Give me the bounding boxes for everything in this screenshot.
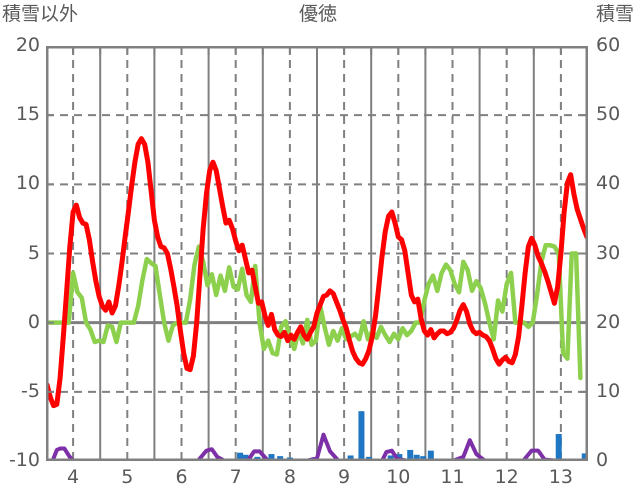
y-axis-left-tick: 20	[15, 34, 40, 56]
y-axis-right-tick: 0	[596, 449, 609, 471]
x-axis-tick: 10	[386, 466, 411, 488]
precipitation-bar	[242, 454, 249, 461]
x-axis-tick: 11	[440, 466, 465, 488]
precipitation-bar	[407, 449, 414, 461]
left-axis-title: 積雪以外	[2, 3, 79, 25]
precipitation-bar	[268, 454, 275, 461]
right-axis-title: 積雪	[595, 3, 634, 25]
y-axis-right-tick: 30	[596, 241, 621, 264]
x-axis-tick: 13	[548, 466, 573, 488]
precipitation-bar	[555, 434, 562, 461]
y-axis-right-tick: 10	[596, 379, 621, 402]
precipitation-bar	[413, 454, 420, 461]
precipitation-bar	[427, 450, 434, 461]
plot-area	[46, 46, 588, 461]
y-axis-left-tick: -5	[21, 379, 40, 402]
x-axis-tick: 5	[121, 466, 134, 488]
y-axis-left-tick: 0	[27, 310, 40, 333]
y-axis-right-tick: 40	[596, 172, 621, 195]
y-axis-left-tick: 10	[15, 172, 40, 195]
x-axis-tick: 6	[175, 466, 188, 488]
x-axis-tick: 7	[229, 466, 242, 488]
y-axis-right-tick: 60	[596, 34, 621, 56]
precipitation-bar	[387, 455, 394, 461]
y-axis-left-tick: 5	[27, 241, 40, 264]
x-axis-tick: 8	[283, 466, 296, 488]
y-axis-right-tick: 20	[596, 310, 621, 333]
temperature-line	[46, 136, 588, 409]
gridlines-horizontal	[46, 114, 588, 393]
precipitation-bar	[358, 411, 365, 461]
precipitation-bar	[237, 452, 244, 461]
x-axis-tick: 9	[338, 466, 351, 488]
chart-title: 優徳	[298, 3, 337, 25]
plot-svg	[46, 46, 588, 461]
green-series-path	[46, 242, 583, 381]
precipitation-bar	[347, 455, 354, 461]
x-axis-tick: 12	[494, 466, 519, 488]
x-axis-tick: 4	[67, 466, 80, 488]
green-series-line	[46, 242, 583, 381]
y-axis-left-tick: -10	[8, 449, 40, 471]
precipitation-bar	[581, 453, 588, 461]
y-axis-right-tick: 50	[596, 103, 621, 126]
y-axis-left-tick: 15	[15, 103, 40, 126]
temperature-path	[46, 136, 588, 409]
